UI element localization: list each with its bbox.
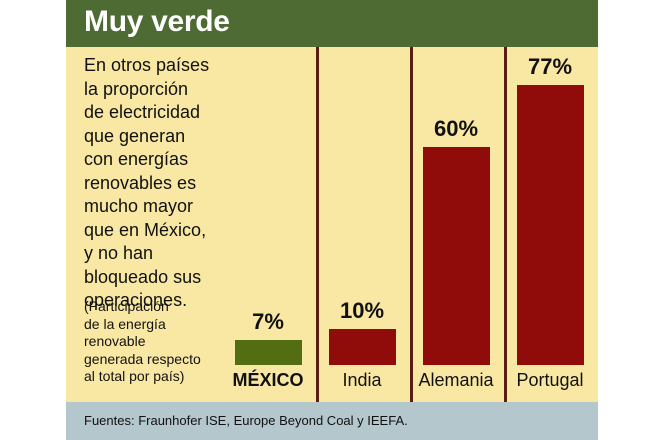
description-line: bloqueado sus [84, 266, 202, 287]
category-label: MÉXICO [232, 370, 304, 390]
description-line: renovables es [84, 172, 197, 193]
data-label: 7% [252, 309, 284, 334]
bar-portugal [516, 85, 584, 365]
data-label: 10% [339, 298, 385, 323]
data-label: 60% [433, 116, 479, 141]
data-label: 77% [527, 54, 573, 79]
description-text: En otros países la proporción de electri… [84, 54, 234, 313]
description-line: mucho mayor [84, 196, 194, 216]
page-title: Muy verde [84, 5, 230, 38]
column-divider [504, 47, 507, 402]
description-line: que en México, [84, 219, 207, 240]
column-divider [410, 47, 413, 402]
column-divider [316, 47, 319, 402]
category-label: Portugal [516, 370, 584, 390]
note-line: de la energía [84, 315, 166, 332]
note-line: (Participación [84, 298, 169, 314]
infographic-card [66, 0, 598, 440]
bar-india [328, 329, 396, 365]
description-line: En otros países [84, 55, 210, 75]
source-note: Fuentes: Fraunhofer ISE, Europe Beyond C… [84, 413, 408, 428]
bar-alemania [422, 147, 490, 365]
description-note: (Participación de la energía renovable g… [84, 298, 234, 386]
note-line: renovable [84, 333, 146, 349]
note-line: generada respecto [84, 350, 201, 367]
note-line: al total por país) [84, 368, 185, 384]
description-line: que generan [84, 125, 186, 146]
footer-bar [66, 402, 598, 440]
category-label: India [342, 370, 382, 390]
description-line: y no han [84, 243, 154, 263]
category-label: Alemania [418, 370, 494, 390]
header-bar [66, 0, 598, 47]
description-line: con energías [84, 149, 189, 169]
bar-méxico [234, 340, 302, 365]
description-line: de electricidad [84, 102, 201, 122]
description-line: la proporción [84, 78, 189, 99]
description-line: operaciones. [84, 290, 188, 310]
